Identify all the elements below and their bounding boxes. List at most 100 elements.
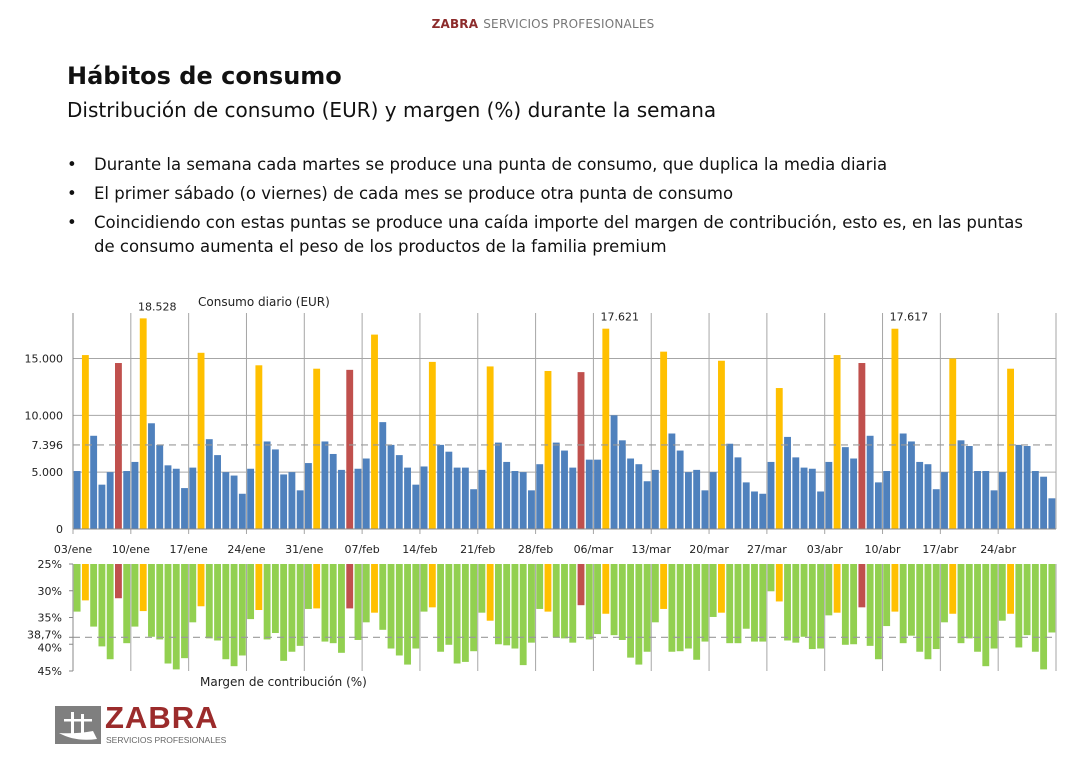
margin-bar <box>833 564 841 613</box>
margin-bar <box>982 564 990 667</box>
chart-title: Margen de contribución (%) <box>200 675 367 689</box>
margin-bar <box>329 564 337 644</box>
margin-bar <box>965 564 973 639</box>
consumption-bar <box>106 472 114 529</box>
margin-bar <box>577 564 585 606</box>
consumption-bar <box>478 469 486 529</box>
consumption-bar <box>734 457 742 529</box>
consumption-bar <box>280 474 288 529</box>
margin-bar <box>891 564 899 612</box>
margin-bar <box>131 564 139 627</box>
x-tick-label: 14/feb <box>402 543 437 556</box>
margin-bar <box>255 564 263 611</box>
margin-bar <box>379 564 387 630</box>
consumption-bar <box>536 464 544 529</box>
margin-bar <box>693 564 701 660</box>
y-tick-label: 40% <box>38 641 62 654</box>
consumption-bar <box>453 467 461 529</box>
consumption-bar <box>602 328 610 529</box>
consumption-bar <box>131 461 139 529</box>
margin-bar <box>371 564 378 613</box>
margin-bar <box>362 564 370 623</box>
margin-bar <box>528 564 535 643</box>
x-tick-label: 21/feb <box>460 543 495 556</box>
consumption-bar <box>808 468 816 529</box>
consumption-bar <box>255 365 263 529</box>
consumption-bar <box>569 467 577 529</box>
margin-bar <box>296 564 304 646</box>
margin-bar <box>98 564 106 647</box>
consumption-bar <box>428 361 436 529</box>
margin-bar <box>651 564 659 623</box>
margin-bar <box>1031 564 1039 652</box>
consumption-bar <box>866 435 874 529</box>
consumption-bar <box>998 472 1006 529</box>
consumption-bar <box>957 440 965 529</box>
logo-mark-icon <box>55 706 101 744</box>
logo-subtitle: SERVICIOS PROFESIONALES <box>106 735 227 745</box>
margin-bar <box>445 564 453 645</box>
consumption-bar <box>354 468 362 529</box>
consumption-bar <box>941 472 948 529</box>
margin-bar <box>123 564 131 644</box>
margin-bar <box>536 564 544 609</box>
margin-bar <box>288 564 296 652</box>
consumption-bar <box>296 490 304 529</box>
bullet-item: El primer sábado (o viernes) de cada mes… <box>67 182 1027 206</box>
consumption-bar <box>693 469 701 529</box>
margin-bar <box>271 564 279 634</box>
margin-bar <box>627 564 635 658</box>
consumption-bar <box>684 472 692 529</box>
consumption-bar <box>172 468 180 529</box>
consumption-bar <box>676 450 684 529</box>
margin-bar <box>709 564 717 617</box>
margin-bar <box>115 564 122 599</box>
consumption-bar <box>1015 444 1023 529</box>
margin-bar <box>668 564 676 652</box>
margin-bar <box>1040 564 1048 670</box>
margin-bar <box>874 564 882 660</box>
margin-bar <box>569 564 577 643</box>
margin-bar <box>478 564 486 613</box>
margin-bar <box>404 564 411 665</box>
margin-bar <box>602 564 610 614</box>
consumption-bar <box>883 471 891 529</box>
consumption-bar <box>181 488 188 529</box>
margin-bar <box>519 564 527 666</box>
margin-bar <box>742 564 750 629</box>
consumption-bar <box>1040 476 1048 529</box>
margin-bar <box>304 564 312 609</box>
consumption-bar <box>148 423 155 529</box>
margin-bar <box>552 564 560 638</box>
data-label: 17.621 <box>601 311 640 324</box>
page-subtitle: Distribución de consumo (EUR) y margen (… <box>67 98 717 122</box>
margin-bar <box>916 564 924 652</box>
y-tick-label: 5.000 <box>32 466 64 479</box>
data-label: 17.617 <box>890 311 929 324</box>
margin-bar <box>453 564 461 664</box>
margin-bar <box>197 564 205 607</box>
margin-bar <box>148 564 155 637</box>
margin-bar <box>437 564 445 652</box>
x-tick-label: 03/ene <box>54 543 92 556</box>
margin-bar <box>189 564 197 623</box>
margin-bar <box>90 564 98 627</box>
y-tick-label: 45% <box>38 665 62 678</box>
consumption-bar <box>346 369 354 529</box>
consumption-bar <box>552 442 560 529</box>
margin-bar <box>1023 564 1031 636</box>
consumption-bar <box>759 493 767 529</box>
margin-bar <box>544 564 552 612</box>
margin-bar <box>883 564 891 627</box>
margin-bar <box>338 564 345 653</box>
margin-bar <box>73 564 81 612</box>
bullet-item: Durante la semana cada martes se produce… <box>67 153 1027 177</box>
margin-bar <box>486 564 494 621</box>
consumption-bar <box>660 351 668 529</box>
margin-bar <box>164 564 172 664</box>
consumption-bar <box>379 422 387 529</box>
x-tick-label: 07/feb <box>344 543 379 556</box>
consumption-bar <box>214 455 221 529</box>
consumption-bar <box>891 328 899 529</box>
